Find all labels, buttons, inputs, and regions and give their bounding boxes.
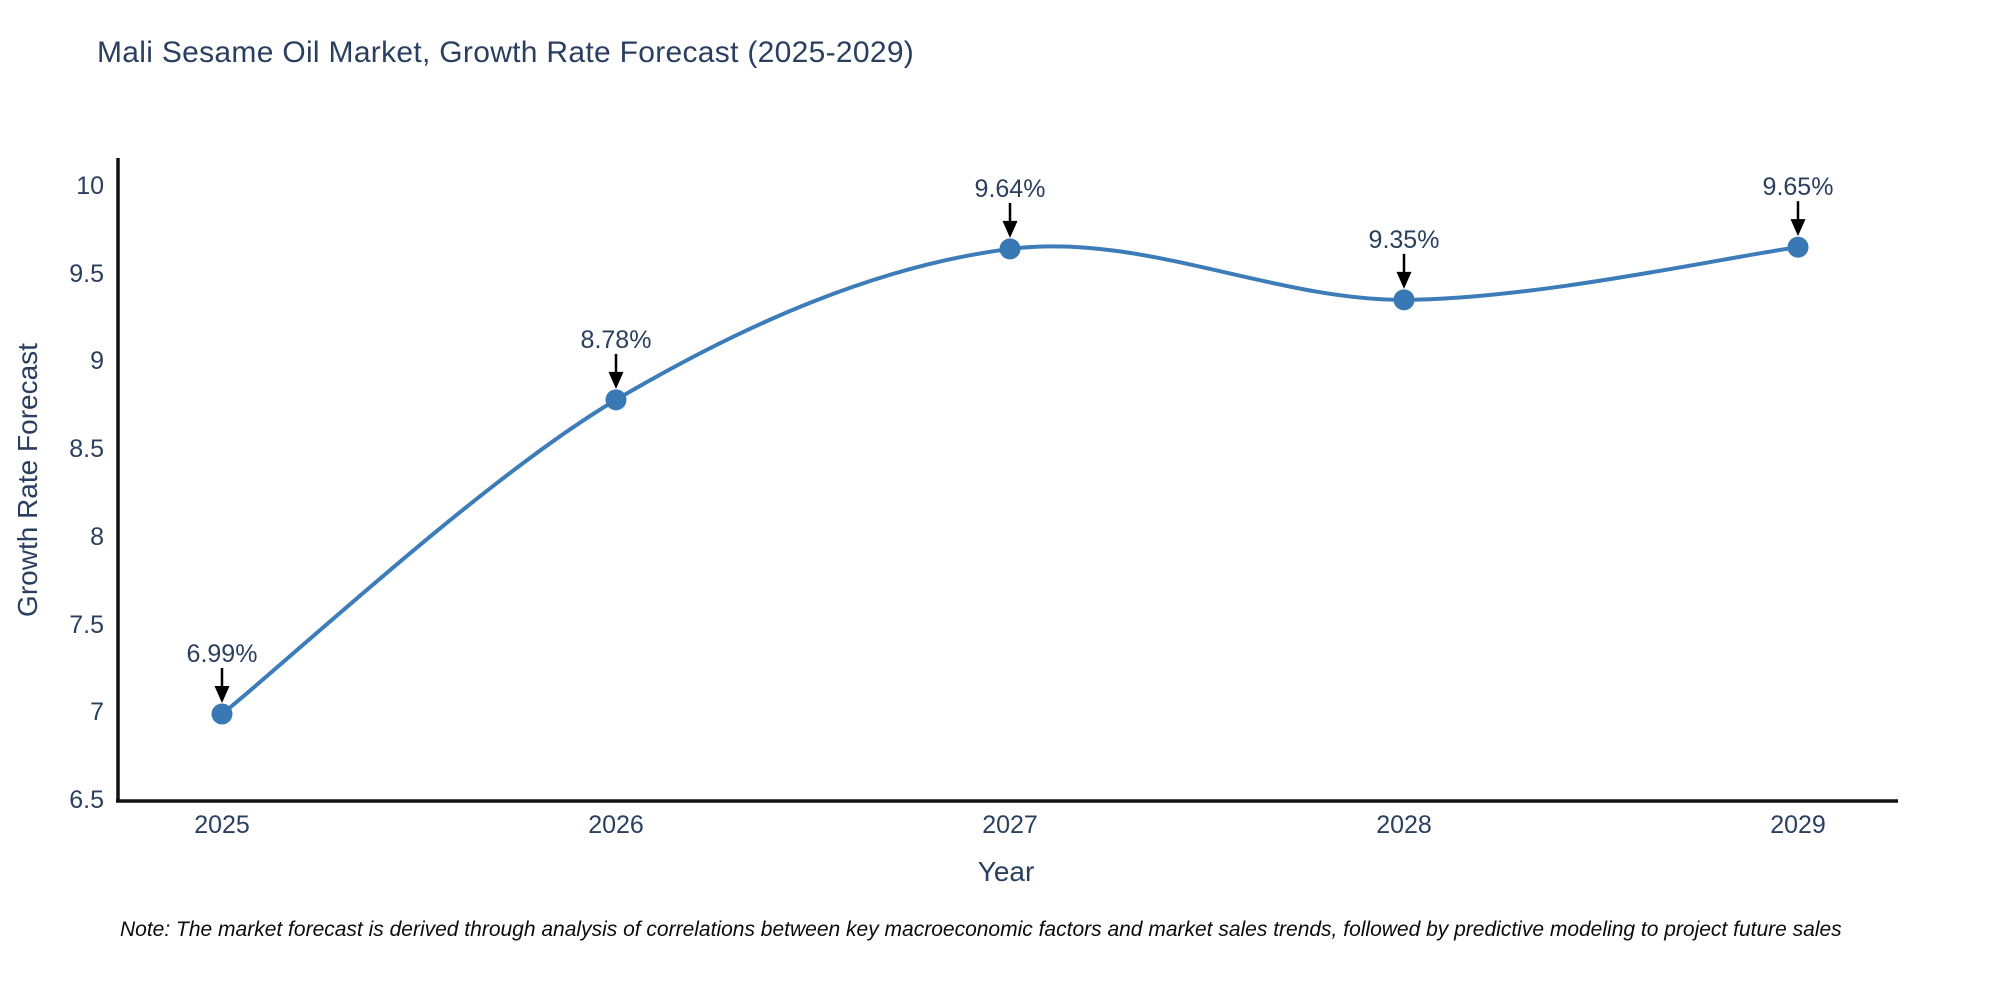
- x-tick-label: 2026: [588, 811, 644, 839]
- x-tick-label: 2027: [982, 811, 1038, 839]
- y-tick-label: 9.5: [69, 259, 104, 288]
- x-tick-label: 2025: [194, 811, 250, 839]
- x-axis-title: Year: [977, 856, 1035, 887]
- annotation-arrowhead-icon: [214, 686, 230, 704]
- y-tick-label: 9: [90, 347, 104, 376]
- annotation-arrowhead-icon: [1002, 220, 1018, 238]
- point-annotation: 6.99%: [186, 640, 258, 668]
- data-point-marker: [1787, 236, 1809, 258]
- annotation-arrowhead-icon: [1790, 219, 1806, 237]
- y-tick-label: 10: [76, 171, 104, 200]
- point-annotation: 9.35%: [1368, 225, 1440, 254]
- x-tick-label: 2029: [1770, 811, 1826, 839]
- y-tick-label: 7: [90, 698, 104, 727]
- data-point-marker: [999, 238, 1021, 260]
- y-tick-label: 7.5: [69, 610, 104, 639]
- y-tick-label: 8: [90, 522, 104, 551]
- x-tick-label: 2028: [1376, 811, 1432, 839]
- y-tick-label: 6.5: [69, 786, 104, 814]
- annotation-arrowhead-icon: [1396, 271, 1412, 289]
- footnote: Note: The market forecast is derived thr…: [120, 918, 1842, 941]
- point-annotation: 9.65%: [1762, 173, 1834, 202]
- point-annotation: 8.78%: [580, 325, 652, 354]
- point-annotation: 9.64%: [974, 174, 1046, 203]
- annotation-arrowhead-icon: [608, 371, 624, 389]
- chart-title: Mali Sesame Oil Market, Growth Rate Fore…: [97, 36, 915, 69]
- series-line: [220, 244, 1800, 717]
- data-point-marker: [1393, 289, 1415, 311]
- y-axis-title: Growth Rate Forecast: [12, 343, 43, 617]
- data-point-marker: [605, 389, 627, 411]
- data-point-marker: [211, 703, 233, 725]
- y-tick-label: 8.5: [69, 435, 104, 463]
